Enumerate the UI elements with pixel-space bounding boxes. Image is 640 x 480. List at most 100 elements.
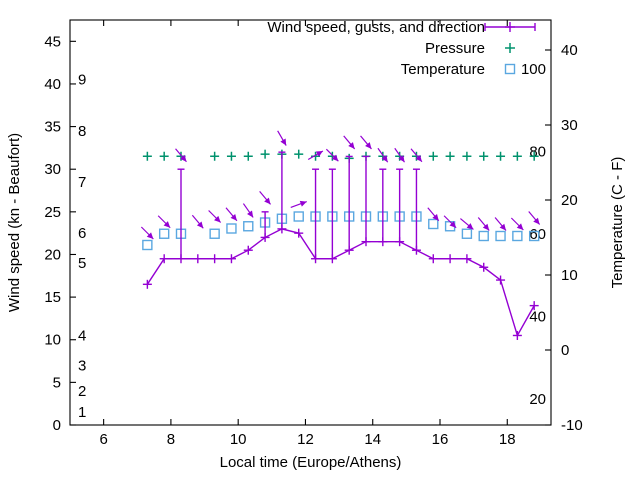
wind-direction-arrow: [427, 207, 440, 222]
arrow-head: [230, 213, 237, 221]
y-tick-label: 20: [44, 246, 61, 263]
wind-direction-arrow: [259, 190, 272, 205]
wind-direction-arrow: [377, 147, 389, 163]
y-tick-label: 5: [53, 374, 61, 391]
arrow-head: [299, 200, 307, 207]
wind-direction-arrow: [410, 148, 423, 163]
y-tick-label: 10: [44, 332, 61, 349]
plot-border: [69, 19, 552, 426]
y2-tick-label: 20: [561, 192, 578, 209]
x-tick-label: 8: [167, 431, 175, 448]
arrow-head: [180, 154, 187, 162]
arrow-head: [398, 155, 405, 163]
wind-direction-arrows: [140, 130, 541, 240]
wind-direction-arrow: [494, 217, 507, 231]
beaufort-label: 4: [78, 327, 86, 344]
y-axis-ticks: 0 5 10 15 20 25 30 35 40 45: [44, 33, 76, 434]
beaufort-label: 6: [78, 225, 86, 242]
y2-tick-label: 0: [561, 342, 569, 359]
beaufort-label: 3: [78, 357, 86, 374]
fahrenheit-label: 80: [529, 143, 546, 160]
x-axis-title: Local time (Europe/Athens): [220, 454, 402, 471]
legend-label: Temperature: [401, 61, 485, 78]
beaufort-label: 5: [78, 255, 86, 272]
arrow-head: [516, 223, 524, 231]
arrow-head: [247, 210, 254, 218]
y-axis-title: Wind speed (kn - Beaufort): [6, 133, 23, 312]
temperature-point: [478, 230, 489, 242]
arrow-head: [365, 142, 372, 149]
wind-direction-arrow: [290, 200, 307, 208]
temperature-point: [226, 223, 237, 234]
y2-tick-label: 10: [561, 267, 578, 284]
y2-tick-label: -10: [561, 417, 583, 434]
temperature-point: [461, 228, 473, 239]
series-wind-speed: [142, 151, 539, 340]
wind-direction-arrow: [225, 207, 238, 222]
arrow-head: [163, 221, 171, 228]
y-tick-label: 25: [44, 204, 61, 221]
y-tick-label: 30: [44, 161, 61, 178]
arrow-head: [146, 232, 154, 240]
temperature-point: [512, 230, 523, 242]
wind-direction-arrow: [510, 217, 524, 231]
y-tick-label: 35: [44, 119, 61, 136]
fahrenheit-label: 20: [529, 391, 546, 408]
beaufort-label: 7: [78, 174, 86, 191]
temperature-point: [158, 228, 170, 239]
temperature-point: [293, 211, 304, 222]
x-tick-label: 14: [364, 431, 381, 448]
beaufort-label: 1: [78, 404, 86, 421]
arrow-head: [533, 217, 540, 225]
arrow-head: [348, 142, 355, 149]
plot-frame: [69, 19, 552, 426]
wind-direction-arrow: [242, 203, 254, 218]
wind-direction-arrow: [443, 215, 457, 229]
arrow-head: [482, 223, 490, 231]
y2-tick-label: 40: [561, 42, 578, 59]
wind-direction-arrow: [343, 135, 356, 150]
wind-direction-arrow: [277, 130, 287, 146]
arrow-head: [264, 197, 271, 205]
wind-direction-arrow: [394, 147, 406, 163]
legend-label: Wind speed, gusts, and direction: [267, 19, 485, 36]
temperature-point: [243, 221, 254, 232]
y-tick-label: 45: [44, 33, 61, 50]
legend-swatch-temperature: [504, 63, 516, 75]
arrow-head: [315, 150, 323, 157]
wind-direction-arrow: [157, 215, 171, 229]
y2-axis-ticks: -10 0 10 20 30 40: [545, 42, 583, 434]
x-tick-label: 6: [99, 431, 107, 448]
x-axis-ticks: 6 8 10 12 14 16 18: [99, 20, 516, 448]
y2-tick-label: 30: [561, 117, 578, 134]
y-tick-label: 0: [53, 417, 61, 434]
temperature-point: [142, 239, 153, 251]
wind-direction-arrow: [460, 218, 474, 230]
beaufort-inner-labels: 1 2 3 4 5 6 7 8 9: [78, 72, 86, 422]
wind-direction-arrow: [360, 135, 372, 150]
y-tick-label: 15: [44, 289, 61, 306]
chart-legend: Wind speed, gusts, and direction Pressure…: [267, 19, 536, 78]
wind-direction-arrow: [307, 150, 324, 160]
y-tick-label: 40: [44, 76, 61, 93]
x-tick-label: 16: [432, 431, 449, 448]
arrow-head: [466, 223, 474, 230]
x-tick-label: 10: [230, 431, 247, 448]
arrow-head: [432, 213, 439, 221]
fahrenheit-label: 100: [521, 61, 546, 78]
temperature-point: [428, 218, 439, 230]
wind-direction-arrow: [325, 148, 339, 162]
wind-direction-arrow: [175, 148, 187, 163]
arrow-head: [196, 221, 204, 229]
temperature-point: [495, 230, 506, 242]
beaufort-label: 9: [78, 72, 86, 89]
beaufort-label: 8: [78, 123, 86, 140]
wind-direction-arrow: [208, 210, 222, 223]
arrow-head: [214, 215, 221, 223]
temperature-point: [528, 230, 540, 242]
fahrenheit-inner-labels: 20 40 60 80 100: [521, 61, 546, 408]
arrow-head: [449, 221, 457, 228]
arrow-head: [499, 223, 507, 231]
